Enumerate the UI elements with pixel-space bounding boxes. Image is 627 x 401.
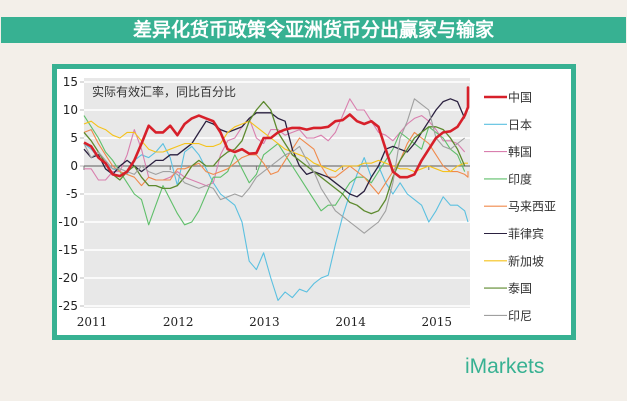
series-line-5 (83, 98, 466, 198)
x-tick-label: 2011 (77, 315, 108, 329)
legend-label: 菲律宾 (508, 226, 544, 241)
legend-label: 印尼 (508, 309, 532, 323)
imarkets-logo: iMarkets (465, 355, 544, 379)
series-line-3 (83, 115, 466, 226)
legend-label: 韩国 (508, 144, 532, 159)
legend-label: 新加坡 (508, 253, 544, 268)
chart-title: 实际有效汇率，同比百分比 (92, 84, 236, 99)
y-tick-label: -25 (58, 299, 78, 313)
series-line-0 (83, 86, 470, 179)
page-title: 差异化货币政策令亚洲货币分出赢家与输家 (1, 17, 626, 43)
series-line-1 (83, 143, 469, 301)
x-tick-label: 2014 (335, 315, 366, 329)
y-tick-label: -20 (58, 271, 78, 285)
y-tick-label: -5 (66, 187, 78, 201)
x-tick-label: 2012 (163, 315, 194, 329)
legend-label: 中国 (508, 90, 532, 105)
legend-label: 印度 (508, 171, 532, 186)
y-tick-label: -15 (58, 243, 78, 257)
series-line-8 (83, 98, 466, 234)
y-tick-label: -10 (58, 215, 78, 229)
y-tick-label: 10 (63, 103, 78, 117)
legend-label: 日本 (508, 118, 532, 132)
legend-label: 马来西亚 (508, 200, 556, 214)
series-line-6 (83, 120, 468, 173)
x-tick-label: 2013 (249, 315, 280, 329)
plot-area (84, 78, 470, 308)
series-line-2 (84, 98, 466, 187)
legend-label: 泰国 (508, 282, 532, 296)
series-line-7 (83, 100, 466, 215)
logo-text: iMarkets (465, 355, 545, 378)
y-tick-label: 0 (70, 159, 78, 173)
y-tick-label: 15 (63, 75, 78, 89)
x-tick-label: 2015 (422, 315, 453, 329)
y-tick-label: 5 (70, 131, 78, 145)
